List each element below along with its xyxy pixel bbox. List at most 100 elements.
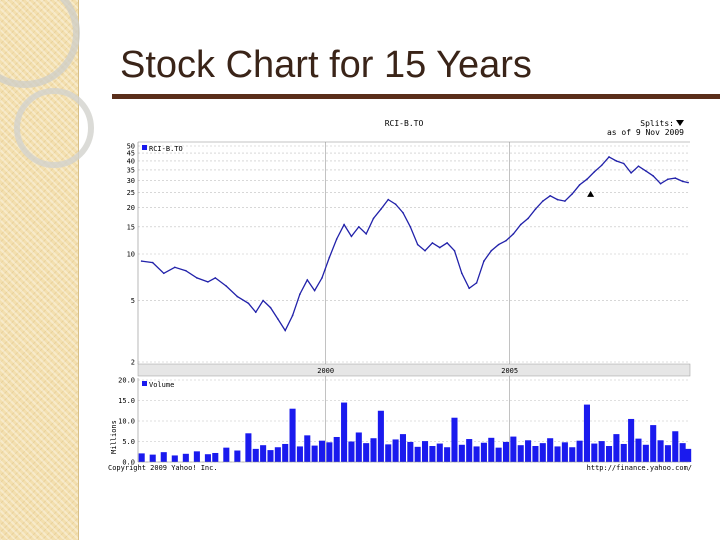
volume-bar [204, 454, 211, 462]
price-tick-label: 5 [131, 297, 135, 305]
price-point [687, 181, 689, 184]
volume-bar [620, 443, 627, 462]
price-point [358, 225, 360, 228]
price-point [313, 289, 316, 292]
price-point [247, 302, 250, 305]
price-point [409, 225, 412, 228]
volume-bar [517, 445, 524, 462]
volume-bar [436, 443, 443, 462]
price-point [299, 293, 301, 295]
chart-title: RCI-B.TO [385, 119, 424, 128]
price-points [140, 156, 689, 332]
price-tick-label: 45 [127, 150, 135, 158]
price-point [578, 184, 581, 186]
volume-bar [274, 447, 281, 462]
x-tick-label: 2005 [501, 367, 518, 375]
volume-bar [598, 441, 605, 462]
split-marker-icon [587, 190, 595, 197]
volume-bar [245, 433, 252, 462]
volume-bar [304, 435, 311, 462]
volume-bar [510, 436, 517, 462]
price-point [519, 223, 522, 226]
price-tick-label: 35 [127, 166, 135, 174]
price-point [328, 256, 331, 259]
price-point [394, 203, 397, 206]
slide-title: Stock Chart for 15 Years [120, 44, 532, 86]
volume-tick-label: 0.0 [122, 459, 135, 467]
price-point [387, 198, 390, 201]
volume-bar [532, 446, 539, 462]
volume-bar [149, 454, 156, 462]
price-point [402, 211, 404, 214]
title-underline [112, 94, 720, 99]
volume-bar [539, 443, 546, 462]
volume-bar [613, 434, 620, 462]
price-point [380, 208, 382, 210]
price-tick-label: 25 [127, 189, 135, 197]
volume-bar [260, 445, 267, 462]
volume-bar [414, 446, 421, 462]
volume-bar [341, 402, 348, 462]
volume-bar [657, 440, 664, 462]
volume-bar [385, 444, 392, 462]
volume-bar [583, 404, 590, 462]
volume-bar [451, 417, 458, 462]
price-point [140, 260, 143, 262]
volume-bar [296, 446, 303, 462]
price-point [291, 314, 294, 317]
volume-bar [569, 447, 576, 462]
date-band [137, 363, 691, 377]
price-point [416, 243, 419, 246]
volume-bar [642, 444, 649, 462]
volume-bar [466, 439, 473, 462]
price-point [269, 306, 272, 309]
price-point [490, 249, 493, 252]
price-point [600, 164, 603, 167]
volume-bar [399, 434, 406, 462]
price-point [214, 277, 217, 279]
price-tick-label: 20 [127, 204, 135, 212]
price-point [207, 281, 209, 283]
volume-tick-label: 15.0 [118, 397, 135, 405]
legend-volume-swatch [142, 381, 147, 386]
volume-bar [488, 437, 495, 462]
volume-bar [407, 441, 414, 462]
volume-bar [495, 447, 502, 462]
price-point [343, 223, 345, 226]
price-point [468, 287, 471, 290]
price-point [461, 272, 463, 275]
volume-bar [326, 442, 333, 462]
volume-bar [348, 441, 355, 462]
volume-axis-label: Millions [110, 420, 118, 454]
price-tick-label: 15 [127, 223, 135, 231]
price-point [277, 318, 279, 320]
volume-bar [664, 445, 671, 462]
volume-bar [355, 432, 362, 462]
volume-bar [554, 446, 561, 462]
price-point [350, 235, 353, 238]
price-point [571, 193, 574, 195]
price-point [174, 266, 176, 269]
volume-bar [502, 441, 510, 462]
splits-triangle-icon [676, 120, 684, 126]
price-point [453, 249, 456, 252]
volume-tick-label: 10.0 [118, 418, 135, 426]
decorative-ring-middle [14, 88, 94, 168]
x-tick-labels: 2000 2005 [317, 367, 518, 375]
price-point [681, 180, 684, 183]
price-point [196, 277, 198, 279]
volume-tick-labels: 0.0 5.0 10.0 15.0 20.0 [118, 377, 135, 467]
price-point [483, 260, 485, 262]
price-tick-label: 40 [127, 157, 135, 165]
volume-bar [392, 439, 399, 462]
price-point [505, 239, 507, 242]
volume-bar [252, 448, 259, 462]
price-point [674, 177, 677, 179]
volume-bar [182, 453, 189, 462]
volume-bar [547, 438, 554, 462]
volume-bar [370, 438, 377, 462]
volume-bar [525, 440, 532, 462]
volume-tick-label: 20.0 [118, 377, 135, 385]
volume-bar [628, 418, 635, 462]
volume-bar [480, 442, 487, 462]
